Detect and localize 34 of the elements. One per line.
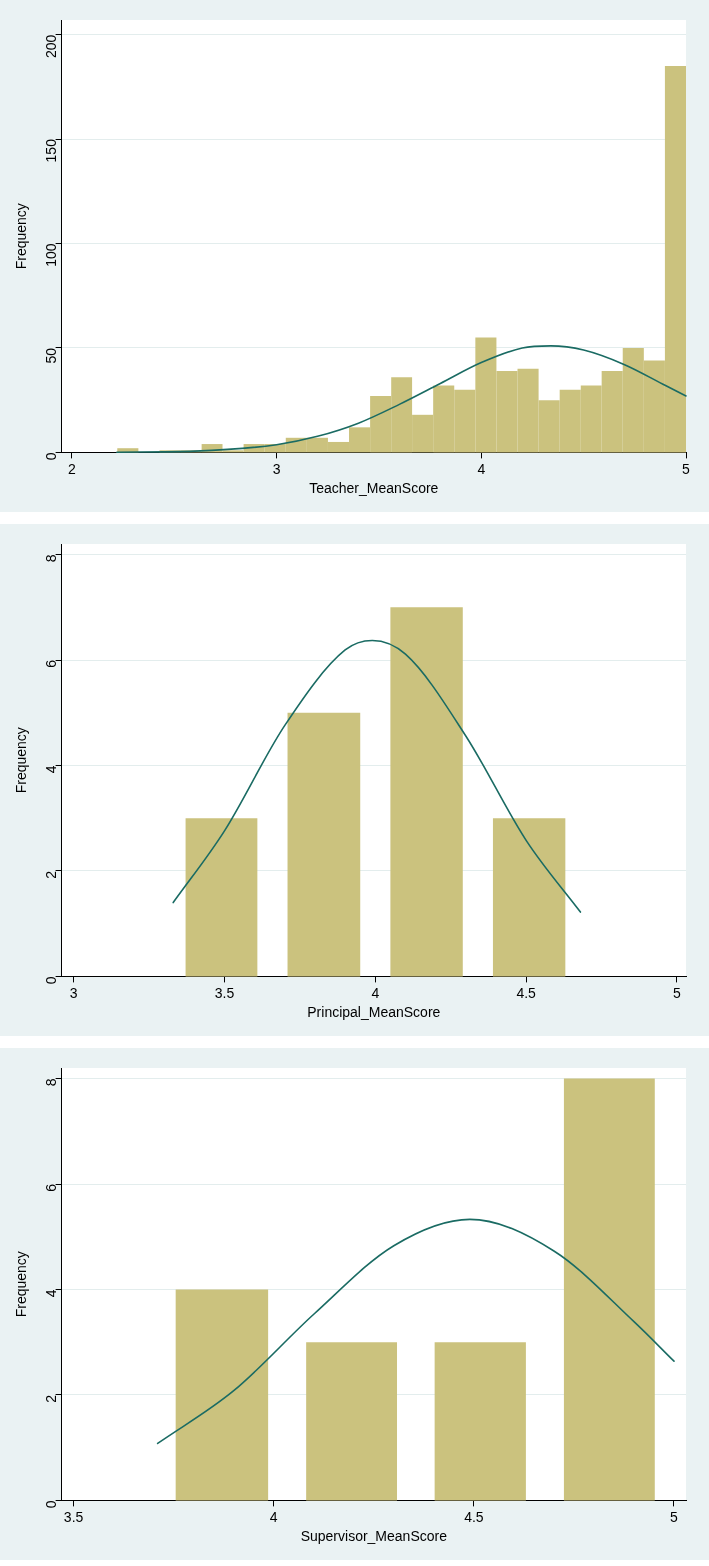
x-tick-label: 3.5 [63, 1508, 84, 1525]
y-tick-label: 8 [43, 1078, 60, 1087]
x-tick-label: 2 [67, 460, 76, 477]
y-tick-label: 6 [43, 1183, 60, 1192]
y-axis-title: Frequency [13, 1251, 30, 1318]
y-tick-label: 0 [43, 1500, 60, 1509]
x-tick-label: 3 [272, 460, 281, 477]
x-tick-label: 4 [269, 1508, 278, 1525]
y-tick-label: 8 [43, 554, 60, 563]
y-tick-label: 2 [43, 1394, 60, 1403]
y-axis-title: Frequency [13, 727, 30, 794]
y-tick-label: 6 [43, 659, 60, 668]
x-axis-title: Principal_MeanScore [307, 1004, 441, 1021]
y-tick-label: 2 [43, 870, 60, 879]
x-axis-title: Teacher_MeanScore [309, 480, 439, 497]
y-tick-label: 0 [43, 976, 60, 985]
y-tick-label: 150 [43, 138, 60, 163]
x-axis-title: Supervisor_MeanScore [300, 1528, 448, 1545]
x-tick-label: 4 [371, 984, 380, 1001]
x-tick-label: 4.5 [464, 1508, 484, 1525]
x-tick-label: 5 [670, 1508, 679, 1525]
x-tick-label: 3.5 [214, 984, 235, 1001]
x-tick-label: 3 [69, 984, 78, 1001]
y-axis-title: Frequency [13, 203, 30, 270]
y-tick-label: 0 [43, 452, 60, 461]
y-tick-label: 100 [43, 243, 60, 267]
y-tick-label: 200 [43, 34, 60, 58]
x-tick-label: 5 [673, 984, 682, 1001]
y-tick-label: 50 [43, 347, 60, 364]
x-tick-label: 5 [682, 460, 691, 477]
y-tick-label: 4 [43, 765, 60, 774]
y-tick-label: 4 [43, 1289, 60, 1298]
x-tick-label: 4 [477, 460, 486, 477]
x-tick-label: 4.5 [516, 984, 537, 1001]
